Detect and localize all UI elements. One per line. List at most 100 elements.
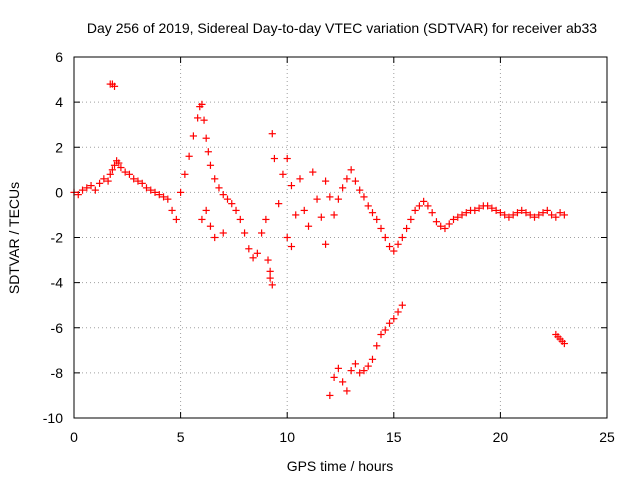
data-point bbox=[449, 215, 458, 224]
data-point bbox=[390, 247, 398, 255]
data-point bbox=[424, 202, 432, 210]
data-point bbox=[364, 202, 372, 210]
data-point bbox=[402, 224, 411, 233]
data-point bbox=[264, 256, 272, 264]
data-point bbox=[232, 206, 240, 215]
data-point bbox=[206, 161, 215, 169]
data-point bbox=[547, 211, 556, 219]
data-point bbox=[539, 209, 547, 217]
data-point bbox=[168, 206, 176, 215]
data-point bbox=[287, 182, 296, 190]
data-point bbox=[509, 211, 517, 219]
data-point bbox=[228, 200, 236, 208]
data-point bbox=[441, 224, 449, 233]
data-point bbox=[142, 184, 151, 192]
y-tick-label: -10 bbox=[43, 410, 63, 426]
y-tick-label: -2 bbox=[51, 230, 64, 246]
data-point bbox=[249, 254, 257, 262]
data-point bbox=[326, 193, 334, 201]
data-point bbox=[347, 166, 355, 174]
data-point bbox=[115, 159, 123, 167]
data-point bbox=[496, 209, 504, 217]
data-point bbox=[125, 170, 134, 178]
data-point bbox=[215, 184, 223, 192]
data-point bbox=[356, 186, 364, 194]
data-point bbox=[108, 166, 116, 174]
plot-frame bbox=[73, 56, 608, 419]
data-point bbox=[407, 215, 415, 224]
data-point bbox=[253, 249, 261, 257]
data-point bbox=[428, 209, 436, 217]
data-point bbox=[518, 206, 526, 215]
data-point bbox=[262, 215, 270, 224]
data-point bbox=[394, 240, 402, 248]
data-point bbox=[313, 195, 321, 203]
data-point bbox=[283, 154, 291, 163]
y-tick-label: 0 bbox=[55, 184, 63, 200]
data-point bbox=[155, 191, 163, 199]
data-point bbox=[95, 179, 104, 187]
data-point bbox=[198, 215, 206, 224]
data-point bbox=[292, 211, 300, 219]
data-point bbox=[194, 114, 202, 122]
data-point bbox=[181, 170, 189, 178]
data-point bbox=[202, 206, 210, 215]
data-point bbox=[560, 339, 568, 348]
data-point bbox=[268, 130, 276, 138]
data-point bbox=[151, 188, 159, 196]
data-point bbox=[411, 206, 419, 215]
data-point bbox=[373, 215, 381, 224]
data-point bbox=[471, 206, 479, 215]
y-tick-label: -4 bbox=[51, 275, 64, 291]
data-point bbox=[204, 148, 212, 156]
data-point bbox=[202, 134, 210, 142]
data-point bbox=[268, 281, 276, 289]
data-point bbox=[432, 218, 441, 226]
data-point bbox=[390, 315, 398, 323]
data-point bbox=[198, 100, 206, 108]
data-point bbox=[266, 267, 274, 275]
data-point bbox=[505, 213, 513, 221]
data-point bbox=[373, 342, 381, 350]
data-point bbox=[296, 175, 304, 183]
grid bbox=[74, 57, 607, 418]
y-axis-label: SDTVAR / TECUs bbox=[6, 182, 22, 294]
data-point bbox=[287, 242, 296, 251]
data-point bbox=[347, 367, 355, 375]
data-point bbox=[189, 132, 197, 140]
data-point bbox=[164, 195, 172, 203]
data-point bbox=[104, 177, 112, 185]
data-point bbox=[309, 168, 317, 176]
data-point bbox=[368, 355, 377, 363]
data-point bbox=[117, 163, 125, 172]
data-point bbox=[437, 222, 445, 230]
data-point bbox=[492, 206, 500, 215]
data-point bbox=[394, 308, 402, 316]
data-point bbox=[211, 175, 219, 183]
data-point bbox=[552, 213, 560, 221]
data-point bbox=[159, 193, 168, 201]
data-point bbox=[300, 206, 308, 215]
data-point bbox=[543, 206, 551, 215]
data-point bbox=[321, 240, 330, 248]
data-point bbox=[78, 186, 87, 194]
data-point bbox=[398, 233, 406, 242]
data-point bbox=[258, 229, 266, 237]
data-point bbox=[100, 175, 108, 183]
data-point bbox=[211, 233, 219, 242]
y-tick-label: 6 bbox=[55, 49, 63, 65]
x-axis-label: GPS time / hours bbox=[287, 458, 394, 474]
data-point bbox=[321, 177, 330, 185]
data-point bbox=[339, 184, 347, 192]
data-point bbox=[454, 213, 462, 221]
x-tick-label: 20 bbox=[493, 429, 509, 445]
data-point bbox=[420, 197, 428, 205]
data-point bbox=[317, 213, 325, 221]
data-point bbox=[91, 186, 99, 194]
data-point bbox=[513, 209, 522, 217]
data-point bbox=[266, 274, 274, 282]
data-point bbox=[304, 222, 313, 230]
data-point bbox=[106, 170, 114, 178]
